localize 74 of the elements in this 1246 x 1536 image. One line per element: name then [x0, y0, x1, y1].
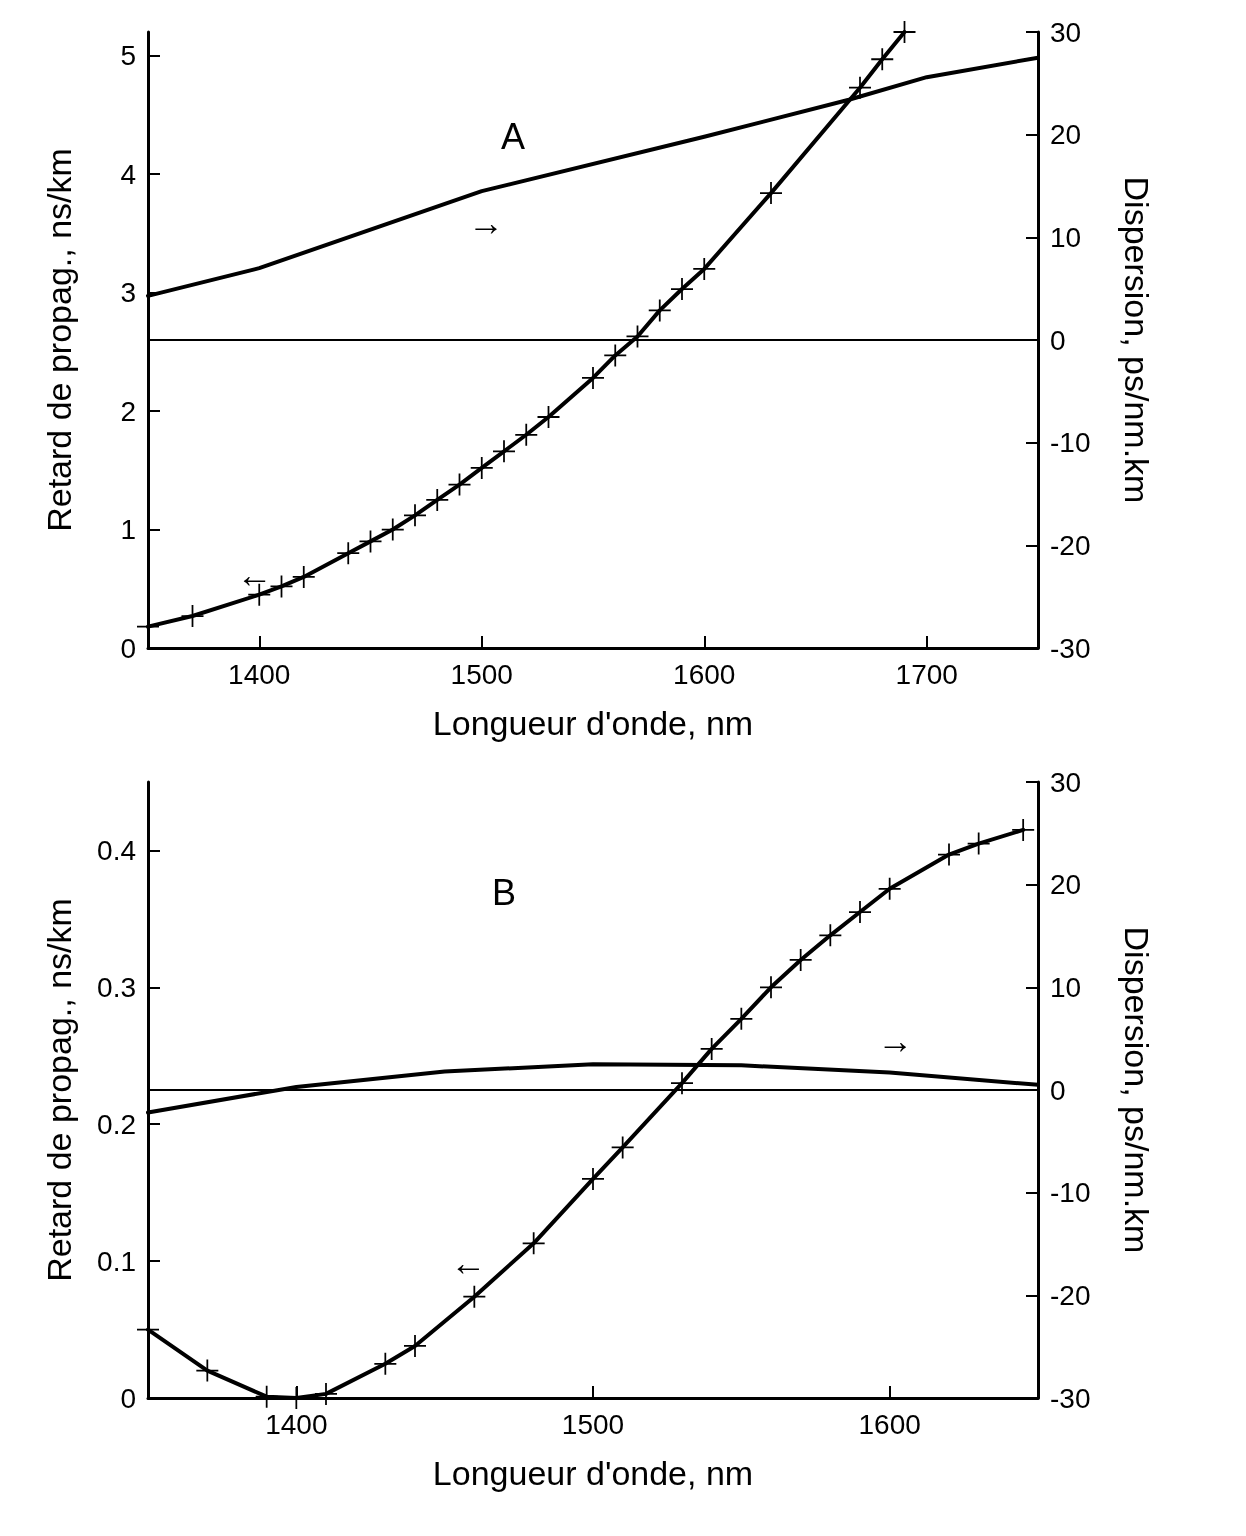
x-tick-label: 1700 [895, 658, 958, 690]
point [522, 1232, 545, 1255]
annotation: ← [236, 553, 273, 595]
y-tick-label: 0 [120, 1382, 136, 1414]
point [730, 1007, 753, 1030]
y2-tick-label: 30 [1050, 766, 1082, 798]
y-tick-label: 0.1 [97, 1245, 136, 1277]
y-tick-label: 2 [120, 395, 136, 427]
point [760, 182, 782, 205]
point [404, 504, 426, 527]
y-tick-label: 0 [120, 632, 136, 664]
y-axis-title: Retard de propag., ns/km [40, 148, 78, 532]
annotation: ← [450, 1241, 487, 1283]
point [1012, 818, 1035, 841]
y2-tick-label: 20 [1050, 869, 1082, 901]
point [493, 440, 515, 463]
point [196, 1359, 219, 1382]
y-tick-label: 5 [120, 40, 136, 72]
x-tick-label: 1500 [561, 1408, 625, 1440]
y2-tick-label: 30 [1050, 16, 1082, 48]
y-tick-label: 1 [120, 514, 136, 546]
y-tick-label: 3 [120, 277, 136, 309]
y2-tick-label: 10 [1050, 971, 1082, 1003]
point [789, 948, 812, 971]
point [871, 48, 894, 71]
y-tick-label: 4 [120, 158, 136, 190]
annotation: → [877, 1020, 914, 1062]
point [515, 423, 538, 446]
y2-tick-label: -20 [1050, 529, 1091, 561]
point [337, 542, 360, 565]
point [315, 1382, 337, 1405]
y2-tick-label: -30 [1050, 1382, 1091, 1414]
annotation: A [500, 116, 525, 158]
y2-tick-label: 20 [1050, 119, 1082, 151]
x-axis-title: Longueur d'onde, nm [432, 704, 754, 742]
x-tick-label: 1500 [450, 658, 513, 690]
point [700, 1037, 723, 1060]
point [760, 976, 782, 999]
point [470, 456, 493, 479]
annotation: B [491, 872, 517, 914]
y-axis-title: Retard de propag., ns/km [40, 898, 78, 1282]
x-axis-title: Longueur d'onde, nm [432, 1454, 754, 1492]
y2-tick-label: -30 [1050, 632, 1091, 664]
point [374, 1352, 397, 1375]
y2-tick-label: -10 [1050, 427, 1091, 459]
point [693, 257, 716, 280]
x-tick-label: 1400 [228, 658, 291, 690]
y2-tick-label: 10 [1050, 221, 1082, 253]
x-tick-label: 1400 [265, 1408, 328, 1440]
y2-tick-label: 0 [1050, 1074, 1066, 1106]
y-tick-label: 0.2 [97, 1108, 136, 1140]
point [582, 366, 604, 389]
y-tick-label: 0.3 [97, 971, 136, 1003]
y2-axis-title: Dispersion, ps/nm.km [1118, 926, 1156, 1254]
point [819, 924, 842, 947]
point [849, 901, 871, 924]
y2-tick-label: 0 [1050, 324, 1066, 356]
y2-tick-label: -20 [1050, 1279, 1091, 1311]
y2-tick-label: -10 [1050, 1177, 1091, 1209]
point [671, 1072, 693, 1095]
x-tick-label: 1600 [858, 1408, 921, 1440]
point [404, 1334, 426, 1357]
point [255, 1385, 278, 1408]
point [849, 76, 871, 99]
point [463, 1285, 486, 1308]
annotation: → [468, 202, 505, 244]
point [671, 278, 693, 301]
point [292, 565, 315, 588]
y-tick-label: 0.4 [97, 834, 136, 866]
y2-axis-title: Dispersion, ps/nm.km [1118, 176, 1156, 504]
point [426, 488, 449, 511]
point [582, 1167, 604, 1190]
x-tick-label: 1600 [673, 658, 736, 690]
point [878, 877, 901, 900]
